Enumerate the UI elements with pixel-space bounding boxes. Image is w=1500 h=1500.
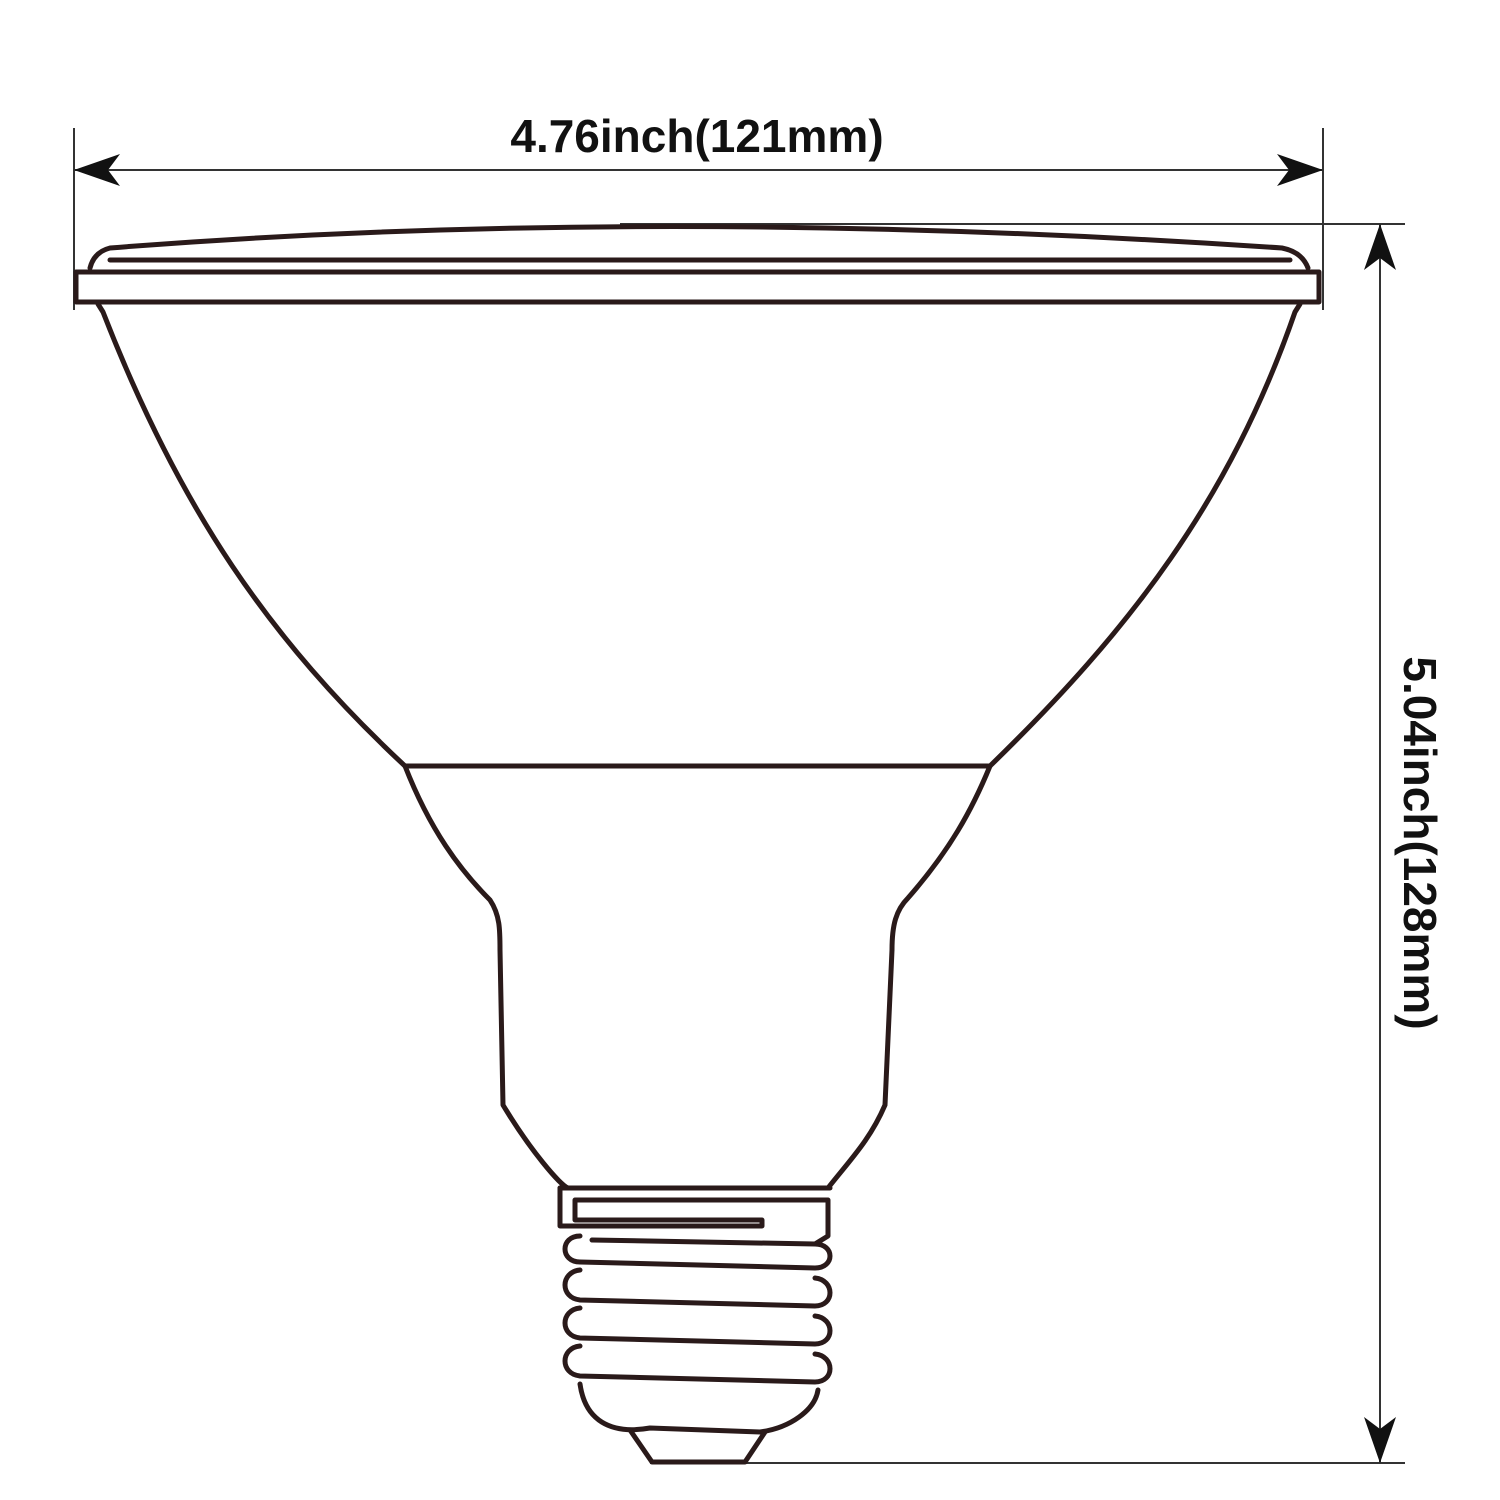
width-arrow-right <box>1277 154 1323 186</box>
bulb-rim <box>73 269 1322 305</box>
bulb-reflector <box>95 301 1303 769</box>
width-dimension: 4.76inch(121mm) <box>73 110 1324 310</box>
bulb-base-bottom <box>577 1381 821 1435</box>
bulb-lens-top <box>87 224 1311 271</box>
bulb-thread-1 <box>562 1233 833 1271</box>
bulb-neck <box>402 763 993 1191</box>
height-arrow-bottom <box>1364 1417 1396 1463</box>
height-label: 5.04inch(128mm) <box>1394 656 1446 1029</box>
par-bulb-outline <box>73 224 1322 1465</box>
bulb-thread-3 <box>562 1305 833 1347</box>
height-arrow-top <box>1364 224 1396 270</box>
bulb-contact-tip <box>627 1427 768 1465</box>
bulb-thread-2 <box>562 1267 833 1309</box>
width-label: 4.76inch(121mm) <box>510 110 883 162</box>
width-arrow-left <box>74 154 120 186</box>
height-dimension: 5.04inch(128mm) <box>620 223 1446 1464</box>
bulb-base-collar <box>557 1185 831 1247</box>
bulb-thread-4 <box>562 1343 833 1385</box>
